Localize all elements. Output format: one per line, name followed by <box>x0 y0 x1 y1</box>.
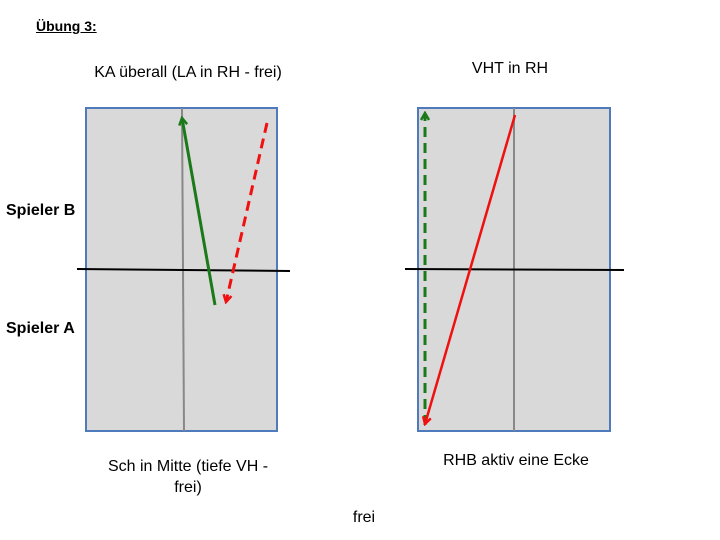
diagram-label: RHB aktiv eine Ecke <box>443 452 589 469</box>
table-left <box>76 107 291 432</box>
player-label: Spieler A <box>6 320 75 337</box>
player-label: Spieler B <box>6 202 76 219</box>
diagram-label: Sch in Mitte (tiefe VH - frei) <box>107 458 269 496</box>
footer-label: frei <box>352 509 376 526</box>
diagram-label: KA überall (LA in RH - frei) <box>94 64 282 81</box>
table-right <box>404 107 625 432</box>
title: Übung 3: <box>36 18 97 34</box>
diagram-label: VHT in RH <box>471 60 549 77</box>
